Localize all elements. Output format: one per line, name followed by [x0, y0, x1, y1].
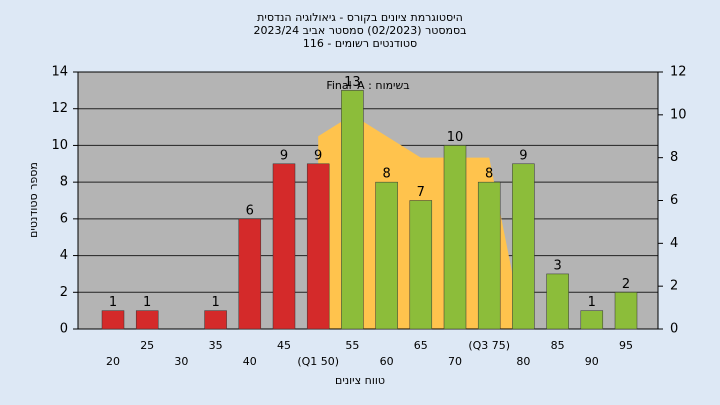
y2-tick-label: 8: [670, 150, 678, 165]
value-label: 1: [109, 295, 117, 310]
y-tick-label: 8: [60, 175, 68, 190]
x-tick-label: 80: [516, 355, 530, 368]
y-tick-label: 14: [51, 65, 68, 80]
value-label: 1: [211, 295, 219, 310]
bar: [204, 310, 227, 330]
x-tick-label: 70: [448, 355, 462, 368]
value-label: 7: [417, 185, 425, 200]
bar: [512, 163, 535, 330]
value-label: 9: [314, 148, 322, 163]
bar: [477, 181, 501, 330]
bar: [272, 163, 296, 330]
bar: [238, 218, 262, 330]
x-tick-label: 65: [414, 339, 428, 352]
x-tick-label: 45: [277, 339, 291, 352]
x-tick-label: 25: [140, 339, 154, 352]
plot-frame: [77, 71, 659, 330]
x-axis-label: טווח ציונים: [335, 374, 385, 387]
value-label: 9: [519, 148, 527, 163]
x-tick-label: 85: [551, 339, 565, 352]
x-tick-label: 35: [209, 339, 223, 352]
bar: [306, 163, 330, 330]
bar: [546, 273, 569, 330]
x-tick-label: 60: [380, 355, 394, 368]
bar: [341, 90, 364, 330]
value-label: 1: [143, 295, 151, 310]
title-line: סטודנטים רשומים - 116: [303, 37, 417, 50]
y-tick-label: 10: [51, 138, 68, 153]
x-tick-label: 90: [585, 355, 599, 368]
value-label: 9: [280, 148, 288, 163]
bar: [135, 310, 159, 330]
title-line: בסמסטר (02/2023) סמסטר אביב 2023/24: [253, 24, 466, 37]
value-label: 8: [485, 167, 493, 182]
y-tick-label: 6: [60, 211, 68, 226]
y2-tick-label: 12: [670, 65, 687, 80]
title-line: היסטוגרמת ציונים בקורס - גיאולוגיה הנדסי…: [257, 11, 463, 24]
x-tick-label: (Q3 75): [468, 339, 510, 352]
y-tick-label: 12: [51, 101, 68, 116]
x-tick-label: 95: [619, 339, 633, 352]
bar: [101, 310, 125, 330]
x-tick-label: 40: [243, 355, 257, 368]
y2-tick-label: 6: [670, 193, 678, 208]
y-axis-label: מספר סטודנטים: [27, 162, 40, 238]
x-tick-label: (Q1 50): [297, 355, 339, 368]
x-tick-label: 20: [106, 355, 120, 368]
annotation: Final_A : בשימוח: [326, 79, 409, 92]
y-tick-label: 4: [60, 248, 68, 263]
y2-tick-label: 10: [670, 107, 687, 122]
bar: [580, 310, 604, 330]
bar: [614, 292, 638, 330]
value-label: 1: [588, 295, 596, 310]
value-label: 3: [553, 258, 561, 273]
y2-tick-label: 2: [670, 279, 678, 294]
x-tick-label: 30: [174, 355, 188, 368]
bar: [375, 181, 398, 330]
value-label: 13: [344, 75, 361, 90]
value-label: 10: [447, 130, 464, 145]
y2-tick-label: 4: [670, 236, 678, 251]
bar: [409, 200, 433, 330]
value-label: 8: [382, 167, 390, 182]
value-label: 6: [246, 203, 254, 218]
y-tick-label: 0: [60, 322, 68, 337]
y-tick-label: 2: [60, 285, 68, 300]
bar: [443, 145, 467, 330]
value-label: 2: [622, 277, 630, 292]
x-tick-label: 55: [345, 339, 359, 352]
y2-tick-label: 0: [670, 322, 678, 337]
